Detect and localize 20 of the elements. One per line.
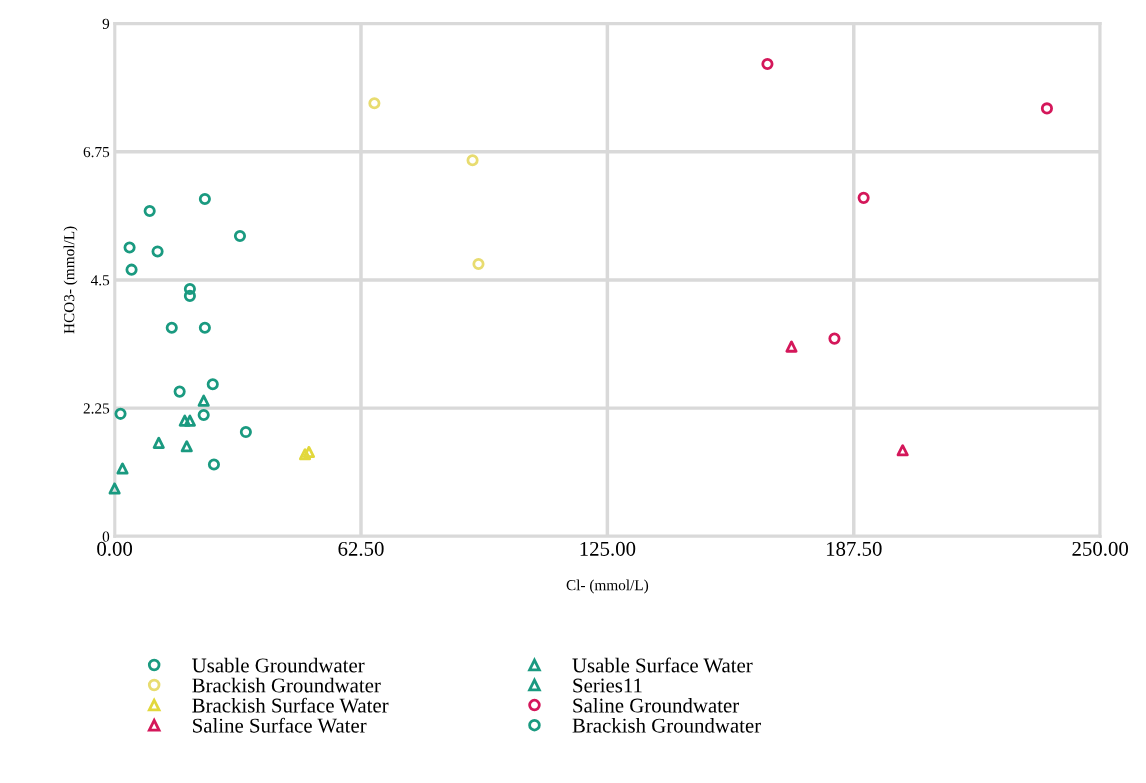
legend-label: Usable Groundwater: [192, 657, 365, 673]
x-tick-label: 187.50: [826, 541, 882, 556]
legend-label: Brackish Groundwater: [572, 717, 761, 733]
y-tick-label: 4.5: [90, 275, 110, 286]
legend-label: Usable Surface Water: [572, 657, 753, 673]
legend-label: Saline Groundwater: [573, 697, 739, 713]
x-tick-label: 62.50: [338, 541, 384, 556]
legend-label: Brackish Surface Water: [192, 697, 389, 713]
y-tick-label: 0: [102, 531, 110, 542]
y-axis-title: HCO3- (mmol/L): [63, 226, 78, 334]
y-tick-label: 6.75: [83, 146, 110, 158]
x-tick-label: 250.00: [1072, 541, 1129, 556]
x-tick-label: 125.00: [580, 541, 636, 556]
x-tick-label: 0.00: [97, 541, 133, 556]
y-tick-label: 2.25: [83, 403, 110, 414]
legend-label: Series11: [573, 678, 642, 693]
legend-label: Saline Surface Water: [193, 717, 367, 733]
legend-label: Brackish Groundwater: [192, 677, 381, 693]
x-axis-title: Cl- (mmol/L): [566, 579, 649, 594]
y-tick-label: 9: [102, 18, 110, 29]
